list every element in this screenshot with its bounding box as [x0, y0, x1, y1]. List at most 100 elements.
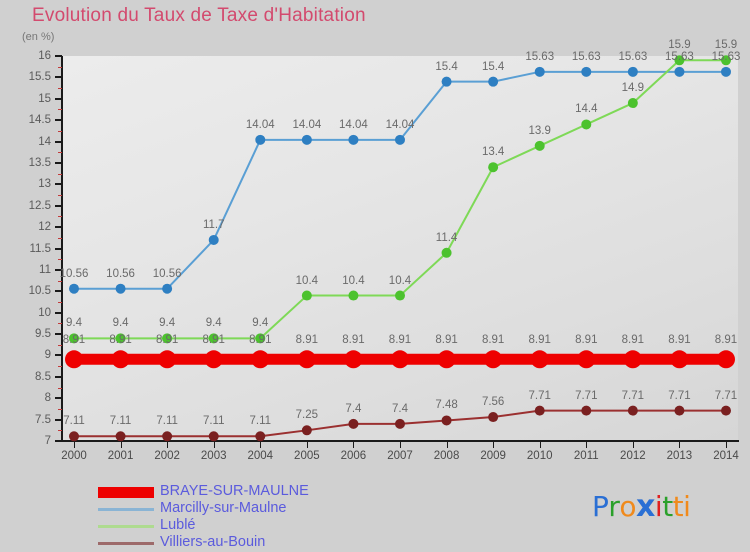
y-axis-tick [55, 140, 62, 143]
x-axis-label: 2003 [200, 450, 227, 462]
y-axis-tick [55, 290, 62, 293]
x-axis-tick [74, 442, 75, 448]
data-point-label: 14.04 [245, 118, 275, 131]
y-axis-label: 12 [38, 221, 51, 234]
logo-letter-i: i [654, 490, 663, 523]
x-axis-label: 2009 [480, 450, 506, 462]
legend-item[interactable]: Marcilly-sur-Maulne [98, 500, 518, 518]
data-point-label: 7.71 [575, 389, 598, 402]
y-axis-minor-tick [58, 323, 62, 325]
y-axis-minor-tick [58, 301, 62, 303]
data-point-label: 13.9 [528, 124, 551, 137]
data-point-label: 10.4 [342, 274, 365, 287]
data-point-label: 8.91 [481, 334, 505, 347]
x-axis-tick [726, 442, 727, 448]
y-axis-minor-tick [58, 109, 62, 111]
data-point-label: 7.71 [714, 389, 738, 402]
x-axis-line [61, 440, 739, 442]
y-axis-tick [55, 226, 62, 229]
data-point-label: 11.7 [202, 218, 225, 231]
y-axis-label: 10 [38, 306, 51, 319]
y-axis-minor-tick [58, 130, 62, 132]
x-axis-tick [167, 442, 169, 448]
data-point-label: 8.91 [109, 334, 132, 347]
x-axis-tick [539, 442, 541, 448]
legend-swatch [98, 525, 154, 528]
legend-item[interactable]: BRAYE-SUR-MAULNE [98, 483, 518, 501]
y-axis-minor-tick [58, 259, 62, 261]
y-axis-tick [55, 375, 62, 378]
y-axis-label: 15.5 [28, 71, 51, 84]
data-point-label: 15.4 [435, 60, 458, 73]
data-point-label: 11.4 [435, 231, 458, 244]
x-axis-label: 2010 [526, 450, 553, 462]
y-axis-tick [55, 119, 62, 122]
data-point-label: 7.48 [435, 399, 458, 412]
data-point-label: 7.11 [202, 415, 225, 428]
data-point-label: 7.11 [63, 415, 85, 428]
y-axis-label: 7 [44, 435, 51, 447]
y-axis-minor-tick [58, 430, 62, 432]
data-point-label: 9.4 [66, 317, 82, 330]
legend-item[interactable]: Lublé [98, 517, 518, 535]
x-axis-label: 2011 [573, 450, 599, 462]
y-axis-tick [55, 161, 62, 164]
logo-letter-t: t [662, 490, 673, 523]
y-axis-minor-tick [58, 152, 62, 154]
logo-letter-i2: ti [672, 490, 691, 523]
y-axis-tick [55, 311, 62, 314]
data-point-label: 10.56 [59, 267, 89, 280]
data-point-label: 8.91 [295, 334, 319, 347]
data-point-label: 7.11 [109, 415, 132, 428]
y-axis-label: 12.5 [28, 199, 51, 212]
y-axis-label: 10.5 [28, 285, 51, 298]
page-subtitle: (en %) [22, 31, 55, 43]
legend-item[interactable]: Villiers-au-Bouin [98, 534, 518, 552]
y-axis-minor-tick [58, 408, 62, 410]
y-axis-minor-tick [58, 237, 62, 239]
y-axis-minor-tick [58, 280, 62, 282]
data-point-label: 10.56 [152, 267, 182, 280]
y-axis-tick [55, 440, 62, 442]
legend-label: BRAYE-SUR-MAULNE [160, 483, 309, 499]
y-axis-tick [55, 55, 62, 57]
data-point-label: 8.91 [202, 334, 225, 347]
data-point-label: 8.91 [155, 334, 179, 347]
data-point-label: 8.91 [575, 334, 598, 347]
proxiti-logo: Proxitti [592, 489, 691, 524]
data-point-label: 9.4 [252, 317, 269, 330]
legend: BRAYE-SUR-MAULNE Marcilly-sur-Maulne Lublé… [98, 483, 518, 552]
data-point-label: 15.63 [525, 50, 555, 63]
x-axis-label: 2000 [61, 450, 87, 462]
logo-letter-p: P [592, 490, 609, 523]
y-axis-label: 14 [38, 135, 51, 148]
data-point-label: 8.91 [668, 334, 691, 347]
data-point-label: 9.4 [159, 317, 176, 330]
x-axis-tick [400, 442, 401, 448]
y-axis-minor-tick [58, 195, 62, 197]
logo-letter-o: o [619, 490, 637, 523]
y-axis-label: 13 [38, 178, 51, 191]
x-axis-label: 2008 [433, 450, 460, 462]
y-axis-tick [55, 183, 62, 186]
data-point-label: 7.11 [249, 415, 272, 428]
logo-letter-r: r [608, 490, 620, 523]
x-axis-tick [679, 442, 681, 448]
y-axis-tick [55, 76, 62, 79]
data-point-label: 8.91 [714, 334, 738, 347]
y-axis-label: 9.5 [35, 328, 51, 341]
data-point-label: 7.56 [481, 396, 505, 409]
data-point-label: 14.04 [339, 118, 368, 131]
y-axis-tick [55, 204, 62, 207]
y-axis-tick [55, 247, 62, 250]
plot-area [62, 56, 738, 441]
x-axis-label: 2012 [620, 450, 646, 462]
x-axis-tick [306, 442, 308, 448]
y-axis-label: 8 [44, 392, 51, 405]
data-point-label: 8.91 [388, 334, 412, 347]
data-point-label: 15.9 [714, 39, 738, 52]
legend-swatch [98, 487, 154, 498]
y-axis-minor-tick [58, 66, 62, 68]
legend-swatch [98, 508, 154, 511]
x-axis-label: 2005 [294, 450, 320, 462]
